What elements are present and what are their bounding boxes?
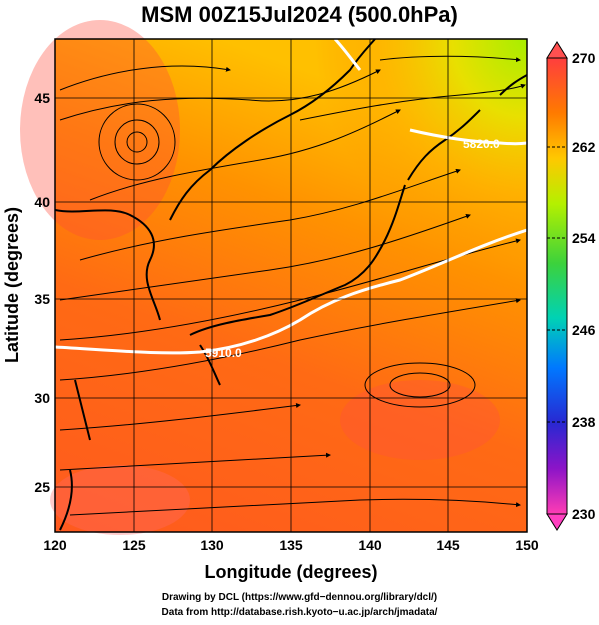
x-tick-label: 135 xyxy=(279,537,303,553)
colorbar-bottom-arrow xyxy=(546,513,568,531)
x-tick-label: 125 xyxy=(122,537,146,553)
colorbar-label: 262 xyxy=(572,139,596,155)
chart-title: MSM 00Z15Jul2024 (500.0hPa) xyxy=(141,2,458,27)
colorbar-label: 270 xyxy=(572,50,596,66)
x-tick-label: 140 xyxy=(358,537,382,553)
contour-label-5910: 5910.0 xyxy=(205,346,242,360)
coastlines xyxy=(55,39,527,531)
plot-frame xyxy=(54,38,528,533)
x-tick-label: 120 xyxy=(43,537,67,553)
y-tick-label: 25 xyxy=(34,479,50,495)
contour-label-5820: 5820.0 xyxy=(463,137,500,151)
y-axis-label: Latitude (degrees) xyxy=(2,207,22,363)
x-tick-label: 145 xyxy=(436,537,460,553)
y-tick-label: 35 xyxy=(34,291,50,307)
colorbar-label: 238 xyxy=(572,414,596,430)
y-tick-label: 30 xyxy=(34,390,50,406)
streamlines xyxy=(59,55,526,516)
x-tick-label: 130 xyxy=(200,537,224,553)
y-tick-label: 45 xyxy=(34,90,50,106)
credit-drawing: Drawing by DCL (https://www.gfd−dennou.o… xyxy=(161,592,438,603)
credit-data: Data from http://database.rish.kyoto−u.a… xyxy=(161,607,438,618)
y-tick-label: 40 xyxy=(34,194,50,210)
colorbar: 270 262 254 246 238 230 xyxy=(546,41,596,531)
colorbar-label: 254 xyxy=(572,230,596,246)
colorbar-label: 230 xyxy=(572,506,596,522)
x-tick-label: 150 xyxy=(515,537,539,553)
grid-lines xyxy=(55,39,527,532)
colorbar-top-arrow xyxy=(546,41,568,59)
colorbar-label: 246 xyxy=(572,322,596,338)
x-axis-label: Longitude (degrees) xyxy=(204,562,377,582)
height-contours xyxy=(55,39,527,355)
colorbar-bar xyxy=(546,57,568,515)
x-axis: 120 125 130 135 140 145 150 Longitude (d… xyxy=(43,537,539,582)
y-axis: 25 30 35 40 45 Latitude (degrees) xyxy=(2,90,50,495)
